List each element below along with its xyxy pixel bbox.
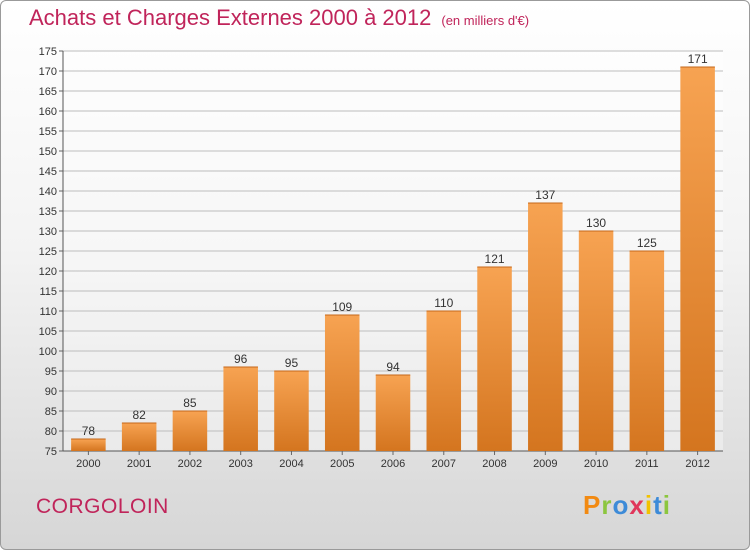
data-label: 125 bbox=[637, 236, 657, 250]
y-tick-label: 120 bbox=[39, 266, 57, 278]
x-tick-label: 2005 bbox=[330, 458, 354, 470]
x-tick-label: 2004 bbox=[279, 458, 303, 470]
bar bbox=[71, 439, 106, 451]
data-label: 95 bbox=[285, 356, 299, 370]
y-tick-label: 160 bbox=[39, 106, 57, 118]
data-label: 96 bbox=[234, 352, 248, 366]
y-tick-label: 115 bbox=[39, 286, 57, 298]
x-tick-label: 2011 bbox=[635, 458, 659, 470]
x-tick-label: 2003 bbox=[228, 458, 252, 470]
chart-unit: (en milliers d'€) bbox=[441, 13, 530, 28]
y-tick-label: 125 bbox=[39, 246, 57, 258]
bar bbox=[680, 67, 715, 451]
y-tick-label: 175 bbox=[39, 46, 57, 58]
bar bbox=[324, 315, 360, 451]
y-tick-label: 90 bbox=[45, 386, 57, 398]
y-tick-label: 105 bbox=[39, 326, 57, 338]
data-label: 171 bbox=[688, 52, 708, 66]
logo-letter: t bbox=[653, 490, 663, 520]
y-tick-label: 100 bbox=[39, 346, 57, 358]
bar bbox=[375, 375, 411, 451]
x-tick-label: 2012 bbox=[685, 458, 709, 470]
logo-letter: o bbox=[612, 490, 630, 520]
y-tick-label: 95 bbox=[45, 366, 57, 378]
y-tick-label: 145 bbox=[39, 166, 57, 178]
x-tick-label: 2008 bbox=[482, 458, 506, 470]
x-tick-label: 2001 bbox=[127, 458, 151, 470]
data-label: 109 bbox=[332, 300, 352, 314]
bar bbox=[477, 267, 512, 451]
proxiti-logo: Proxiti bbox=[583, 490, 671, 521]
y-tick-label: 85 bbox=[45, 406, 57, 418]
commune-name: CORGOLOIN bbox=[36, 495, 169, 518]
y-tick-label: 170 bbox=[39, 66, 57, 78]
x-tick-label: 2000 bbox=[76, 458, 100, 470]
y-tick-label: 110 bbox=[39, 306, 57, 318]
data-label: 85 bbox=[183, 396, 197, 410]
data-label: 78 bbox=[82, 424, 96, 438]
y-tick-label: 150 bbox=[39, 146, 57, 158]
y-tick-label: 75 bbox=[45, 446, 57, 458]
chart-title-block: Achats et Charges Externes 2000 à 2012 (e… bbox=[29, 5, 529, 31]
logo-letter: x bbox=[629, 490, 645, 520]
data-label: 110 bbox=[434, 296, 453, 310]
x-tick-label: 2010 bbox=[584, 458, 608, 470]
y-tick-label: 155 bbox=[39, 126, 57, 138]
logo-letter: i bbox=[644, 490, 654, 520]
bar bbox=[172, 411, 208, 451]
logo-letter: P bbox=[583, 490, 602, 520]
data-label: 121 bbox=[485, 252, 505, 266]
y-tick-label: 165 bbox=[39, 86, 57, 98]
x-tick-label: 2007 bbox=[432, 458, 456, 470]
bar bbox=[528, 203, 563, 451]
data-label: 82 bbox=[132, 408, 146, 422]
bar bbox=[274, 371, 309, 451]
bar bbox=[223, 367, 258, 451]
data-label: 137 bbox=[535, 188, 555, 202]
bar bbox=[426, 311, 462, 451]
logo-letter: r bbox=[601, 490, 613, 520]
data-label: 94 bbox=[386, 360, 400, 374]
data-label: 130 bbox=[586, 216, 606, 230]
x-tick-label: 2009 bbox=[533, 458, 557, 470]
bar bbox=[578, 231, 614, 451]
bar bbox=[629, 251, 665, 451]
x-tick-label: 2006 bbox=[381, 458, 405, 470]
x-tick-label: 2002 bbox=[178, 458, 202, 470]
bar bbox=[121, 423, 157, 451]
y-tick-label: 130 bbox=[39, 226, 57, 238]
chart-title: Achats et Charges Externes 2000 à 2012 bbox=[29, 5, 432, 30]
y-tick-label: 140 bbox=[39, 186, 57, 198]
logo-letter: i bbox=[662, 490, 671, 520]
y-tick-label: 80 bbox=[45, 426, 57, 438]
y-tick-label: 135 bbox=[39, 206, 57, 218]
